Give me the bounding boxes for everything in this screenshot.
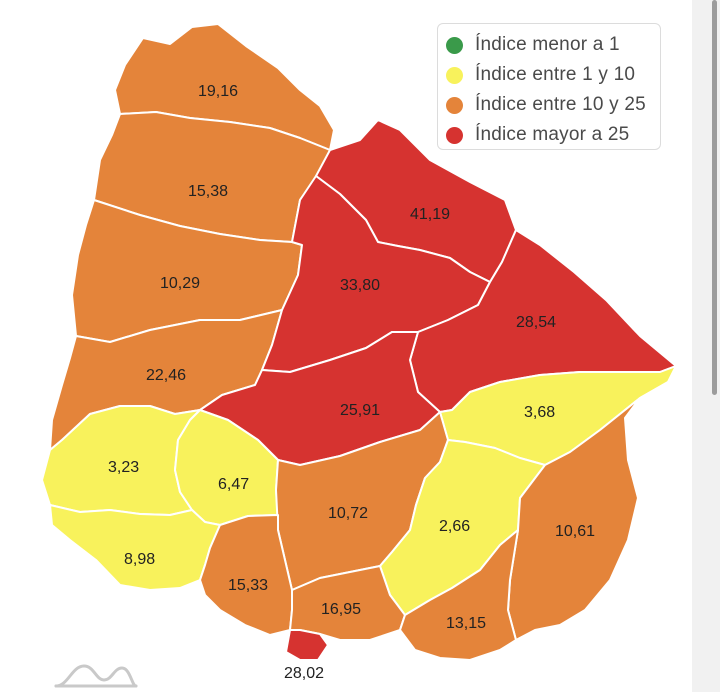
label-colonia: 8,98 bbox=[124, 551, 155, 568]
legend-dot-yellow bbox=[446, 66, 463, 84]
label-montevideo: 28,02 bbox=[284, 665, 324, 682]
label-florida: 10,72 bbox=[328, 505, 368, 522]
label-san-jose: 15,33 bbox=[228, 577, 268, 594]
legend-dot-green bbox=[446, 36, 463, 54]
map-legend: Índice menor a 1 Índice entre 1 y 10 Índ… bbox=[437, 23, 661, 150]
label-canelones: 16,95 bbox=[321, 601, 361, 618]
label-artigas: 19,16 bbox=[198, 83, 238, 100]
legend-dot-orange bbox=[446, 96, 463, 114]
label-treinta-y-tres: 3,68 bbox=[524, 404, 555, 421]
scrollbar-track[interactable] bbox=[692, 0, 720, 692]
label-rivera: 41,19 bbox=[410, 206, 450, 223]
region-san-jose[interactable] bbox=[199, 514, 293, 636]
legend-dot-red bbox=[446, 126, 463, 144]
legend-item-red: Índice mayor a 25 bbox=[446, 120, 660, 150]
legend-item-yellow: Índice entre 1 y 10 bbox=[446, 60, 660, 90]
label-rio-negro: 22,46 bbox=[146, 367, 186, 384]
label-rocha: 10,61 bbox=[555, 523, 595, 540]
scrollbar-thumb[interactable] bbox=[712, 0, 717, 395]
label-flores: 6,47 bbox=[218, 476, 249, 493]
label-maldonado: 13,15 bbox=[446, 615, 486, 632]
label-salto: 15,38 bbox=[188, 183, 228, 200]
label-tacuarembo: 33,80 bbox=[340, 277, 380, 294]
region-montevideo[interactable] bbox=[285, 629, 329, 661]
region-maldonado[interactable] bbox=[399, 529, 519, 661]
region-colonia[interactable] bbox=[49, 504, 221, 591]
legend-label-red: Índice mayor a 25 bbox=[475, 124, 630, 145]
label-paysandu: 10,29 bbox=[160, 275, 200, 292]
legend-label-green: Índice menor a 1 bbox=[475, 34, 620, 55]
label-cerro-largo: 28,54 bbox=[516, 314, 556, 331]
legend-item-green: Índice menor a 1 bbox=[446, 30, 660, 60]
label-durazno: 25,91 bbox=[340, 402, 380, 419]
label-lavalleja: 2,66 bbox=[439, 518, 470, 535]
legend-label-yellow: Índice entre 1 y 10 bbox=[475, 64, 636, 85]
label-soriano: 3,23 bbox=[108, 459, 139, 476]
wave-logo-icon bbox=[54, 664, 138, 688]
legend-label-orange: Índice entre 10 y 25 bbox=[475, 94, 646, 115]
legend-item-orange: Índice entre 10 y 25 bbox=[446, 90, 660, 120]
